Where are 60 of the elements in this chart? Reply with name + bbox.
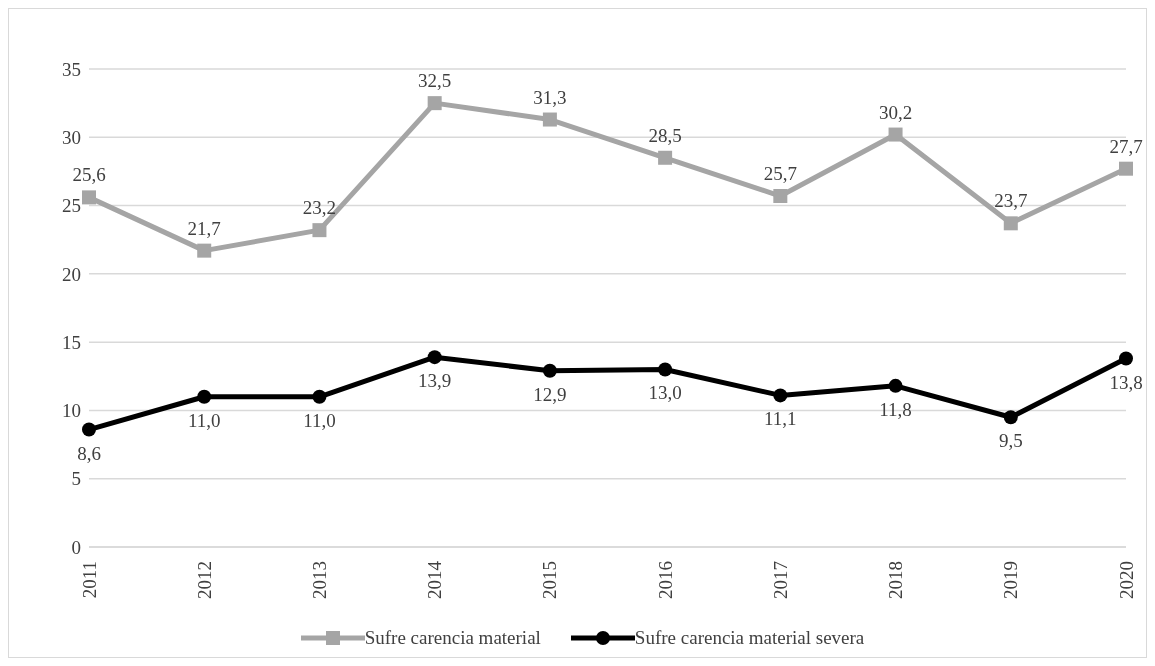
data-label: 28,5	[648, 124, 682, 146]
x-tick-label: 2013	[308, 561, 330, 599]
point	[658, 150, 673, 165]
legend-label: Sufre carencia material severa	[634, 627, 865, 649]
point	[773, 388, 788, 403]
point	[1119, 351, 1133, 366]
point	[197, 389, 212, 404]
point	[197, 243, 212, 258]
data-label: 11,1	[764, 408, 797, 430]
y-tick-label: 35	[62, 58, 81, 80]
data-label: 23,7	[994, 190, 1028, 212]
point	[82, 422, 96, 437]
point	[82, 190, 96, 205]
point	[427, 350, 442, 365]
data-label: 13,8	[1109, 371, 1143, 393]
legend-label: Sufre carencia material	[364, 627, 541, 649]
y-tick-label: 10	[62, 400, 81, 422]
x-tick-label: 2018	[885, 561, 907, 599]
data-label: 13,9	[418, 370, 452, 392]
x-tick-label: 2019	[1000, 561, 1022, 599]
data-label: 12,9	[533, 383, 567, 405]
point	[1003, 216, 1018, 231]
data-label: 21,7	[187, 217, 221, 239]
data-label: 30,2	[878, 101, 913, 123]
x-tick-label: 2012	[193, 561, 215, 599]
data-label: 32,5	[418, 70, 452, 92]
point	[542, 363, 557, 378]
data-label: 13,0	[648, 382, 682, 404]
point	[312, 223, 327, 238]
y-tick-label: 0	[71, 536, 81, 558]
data-label: 27,7	[1109, 135, 1143, 157]
point	[542, 112, 557, 127]
data-label: 11,0	[187, 409, 221, 431]
data-label: 23,2	[302, 197, 337, 219]
x-tick-label: 2016	[654, 561, 676, 599]
x-tick-label: 2015	[539, 561, 561, 599]
data-label: 25,7	[763, 163, 797, 185]
point	[888, 127, 903, 142]
y-tick-label: 20	[62, 263, 81, 285]
point	[888, 378, 903, 393]
y-tick-label: 15	[62, 331, 81, 353]
data-label: 8,6	[77, 442, 101, 464]
point	[1119, 161, 1133, 176]
data-label: 25,6	[72, 164, 106, 186]
x-tick-label: 2014	[424, 560, 446, 599]
data-label: 9,5	[998, 430, 1023, 452]
point	[658, 362, 673, 377]
x-tick-label: 2011	[78, 561, 100, 599]
x-tick-label: 2020	[1115, 561, 1137, 599]
y-tick-label: 25	[62, 195, 81, 217]
point	[312, 389, 327, 404]
x-tick-label: 2017	[769, 561, 791, 599]
point	[1003, 410, 1018, 425]
y-tick-label: 30	[62, 127, 81, 149]
point	[773, 189, 788, 204]
data-label: 31,3	[533, 86, 567, 108]
point	[427, 96, 442, 111]
data-label: 11,8	[879, 398, 912, 420]
data-label: 11,0	[303, 409, 336, 431]
y-tick-label: 5	[71, 468, 81, 490]
